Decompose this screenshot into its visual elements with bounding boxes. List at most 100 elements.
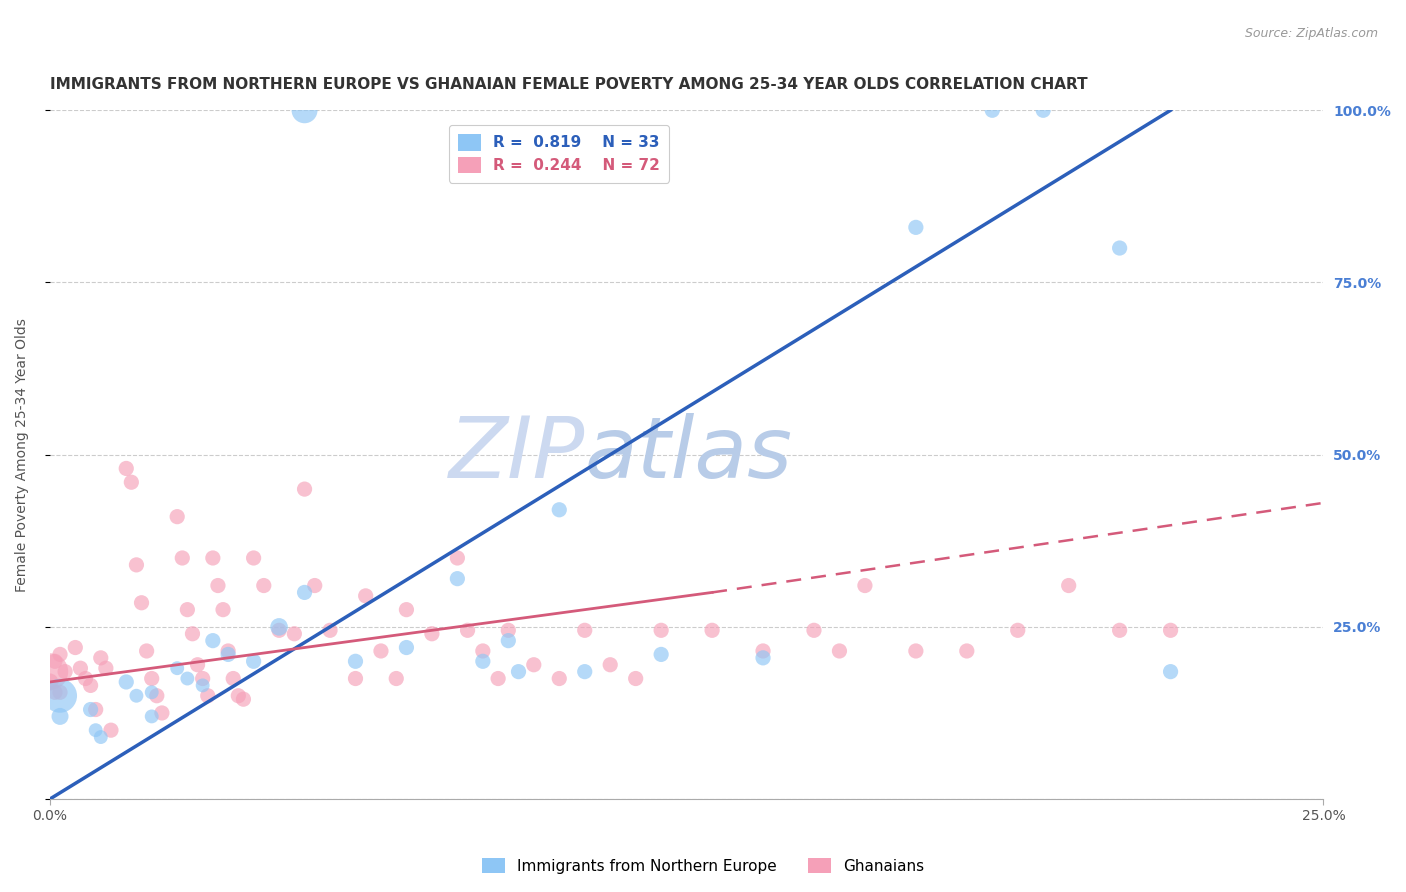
Point <box>650 624 672 638</box>
Point <box>38 675 60 690</box>
Text: Source: ZipAtlas.com: Source: ZipAtlas.com <box>1244 27 1378 40</box>
Point <box>187 657 209 672</box>
Point <box>232 692 254 706</box>
Point <box>44 654 66 668</box>
Text: ZIP: ZIP <box>449 413 585 496</box>
Point <box>523 657 546 672</box>
Point <box>201 633 224 648</box>
Point <box>446 551 468 566</box>
Point <box>49 689 72 703</box>
Point <box>395 640 418 655</box>
Point <box>75 672 97 686</box>
Point <box>125 558 148 572</box>
Point <box>84 723 107 738</box>
Point <box>1007 624 1029 638</box>
Point <box>574 665 596 679</box>
Point <box>135 644 157 658</box>
Point <box>574 624 596 638</box>
Point <box>457 624 479 638</box>
Point <box>49 709 72 723</box>
Point <box>1032 103 1054 118</box>
Point <box>197 689 219 703</box>
Point <box>191 678 214 692</box>
Point <box>1108 624 1130 638</box>
Point <box>94 661 117 675</box>
Point <box>191 672 214 686</box>
Point <box>115 675 138 690</box>
Point <box>100 723 122 738</box>
Point <box>956 644 979 658</box>
Point <box>38 665 60 679</box>
Point <box>120 475 142 490</box>
Point <box>267 624 290 638</box>
Point <box>84 702 107 716</box>
Point <box>752 651 775 665</box>
Y-axis label: Female Poverty Among 25-34 Year Olds: Female Poverty Among 25-34 Year Olds <box>15 318 30 591</box>
Point <box>1160 665 1182 679</box>
Point <box>599 657 621 672</box>
Point <box>853 578 876 592</box>
Point <box>294 103 316 118</box>
Point <box>217 648 239 662</box>
Point <box>125 689 148 703</box>
Point <box>65 640 87 655</box>
Legend: Immigrants from Northern Europe, Ghanaians: Immigrants from Northern Europe, Ghanaia… <box>477 852 929 880</box>
Point <box>201 551 224 566</box>
Point <box>267 620 290 634</box>
Point <box>904 644 927 658</box>
Point <box>146 689 169 703</box>
Point <box>508 665 530 679</box>
Point <box>498 624 520 638</box>
Point <box>228 689 250 703</box>
Point <box>49 685 72 699</box>
Point <box>150 706 173 720</box>
Point <box>212 602 235 616</box>
Point <box>1108 241 1130 255</box>
Point <box>222 672 245 686</box>
Point <box>141 685 163 699</box>
Legend: R =  0.819    N = 33, R =  0.244    N = 72: R = 0.819 N = 33, R = 0.244 N = 72 <box>449 125 669 183</box>
Point <box>1057 578 1080 592</box>
Point <box>53 665 76 679</box>
Point <box>471 654 494 668</box>
Point <box>283 626 305 640</box>
Point <box>166 661 188 675</box>
Point <box>498 633 520 648</box>
Point <box>44 685 66 699</box>
Point <box>69 661 91 675</box>
Point <box>294 482 316 496</box>
Point <box>131 596 153 610</box>
Point <box>700 624 723 638</box>
Point <box>354 589 377 603</box>
Point <box>471 644 494 658</box>
Point <box>217 644 239 658</box>
Point <box>752 644 775 658</box>
Point <box>90 730 112 744</box>
Point <box>181 626 204 640</box>
Point <box>486 672 509 686</box>
Point <box>79 702 101 716</box>
Text: atlas: atlas <box>585 413 793 496</box>
Point <box>172 551 194 566</box>
Point <box>207 578 229 592</box>
Point <box>370 644 392 658</box>
Point <box>115 461 138 475</box>
Point <box>420 626 443 640</box>
Point <box>344 654 367 668</box>
Point <box>548 502 571 516</box>
Point <box>624 672 647 686</box>
Point <box>446 572 468 586</box>
Point <box>981 103 1004 118</box>
Point <box>176 672 198 686</box>
Point <box>319 624 342 638</box>
Point <box>141 672 163 686</box>
Text: IMMIGRANTS FROM NORTHERN EUROPE VS GHANAIAN FEMALE POVERTY AMONG 25-34 YEAR OLDS: IMMIGRANTS FROM NORTHERN EUROPE VS GHANA… <box>49 78 1087 93</box>
Point <box>803 624 825 638</box>
Point <box>304 578 326 592</box>
Point <box>385 672 408 686</box>
Point <box>650 648 672 662</box>
Point <box>395 602 418 616</box>
Point <box>253 578 276 592</box>
Point <box>166 509 188 524</box>
Point <box>294 585 316 599</box>
